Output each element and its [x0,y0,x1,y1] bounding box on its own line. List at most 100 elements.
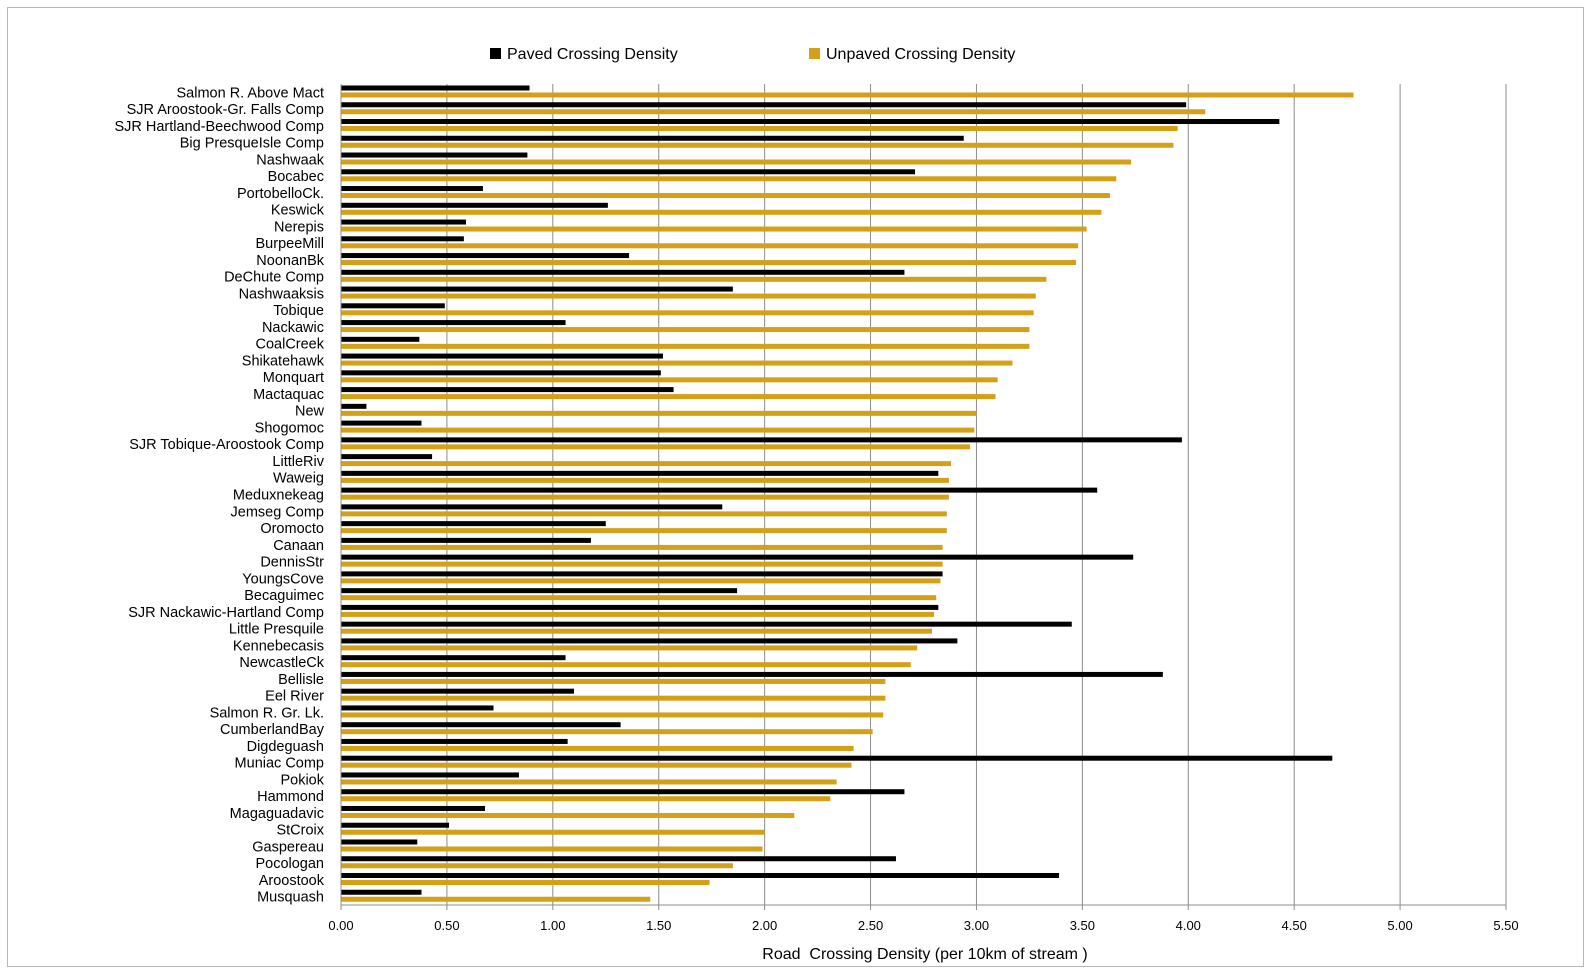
bar-unpaved [341,812,795,818]
bar-unpaved [341,427,975,433]
category-label: NewcastleCk [239,655,324,671]
bar-unpaved [341,109,1206,115]
category-label: SJR Tobique-Aroostook Comp [129,437,324,453]
category-label: Keswick [271,203,325,219]
category-label: SJR Aroostook-Gr. Falls Comp [127,102,324,118]
bar-unpaved [341,343,1030,349]
bar-paved [341,269,905,275]
bar-paved [341,789,905,795]
bar-unpaved [341,494,949,500]
x-axis-title: Road Crossing Density (per 10km of strea… [762,946,1087,963]
bar-unpaved [341,595,937,601]
bar-unpaved [341,896,651,902]
bar-unpaved [341,745,854,751]
bar-unpaved [341,578,941,584]
bar-paved [341,772,519,778]
x-tick-label: 2.50 [858,918,883,933]
category-label: YoungsCove [242,571,324,587]
category-label: Nashwaak [256,152,324,168]
bar-paved [341,152,528,158]
bar-unpaved [341,544,943,550]
bar-unpaved [341,243,1079,249]
legend-label-paved: Paved Crossing Density [507,46,678,63]
bar-paved [341,638,958,644]
bar-paved [341,403,367,409]
bar-paved [341,521,606,527]
category-label: Shikatehawk [242,353,325,369]
bar-paved [341,755,1333,761]
category-label: Meduxnekeag [233,488,324,504]
bar-paved [341,705,494,711]
bar-paved [341,336,420,342]
category-label: Salmon R. Gr. Lk. [210,705,324,721]
bar-unpaved [341,209,1102,215]
category-label: Oromocto [260,521,324,537]
bar-unpaved [341,310,1034,316]
bar-paved [341,655,566,661]
bar-unpaved [341,678,886,684]
category-label: Pokiok [280,772,324,788]
x-tick-label: 4.50 [1282,918,1307,933]
bar-paved [341,856,896,862]
bar-group [341,85,1354,902]
category-label: Eel River [265,689,324,705]
bar-unpaved [341,528,947,534]
bar-unpaved [341,829,765,835]
bar-unpaved [341,142,1174,148]
bar-paved [341,102,1187,108]
bar-unpaved [341,226,1087,232]
x-tick-label: 5.50 [1493,918,1518,933]
category-label: Hammond [257,789,324,805]
bar-unpaved [341,779,837,785]
bar-unpaved [341,92,1354,98]
bar-paved [341,805,486,811]
category-label: Magaguadavic [230,806,324,822]
category-label: Digdeguash [247,739,324,755]
bar-paved [341,253,630,259]
bar-unpaved [341,126,1178,132]
category-label: Shogomoc [255,420,324,436]
category-label: PortobelloCk. [237,186,324,202]
category-label: DeChute Comp [224,270,324,286]
category-label: SJR Hartland-Beechwood Comp [114,119,324,135]
bar-paved [341,537,591,543]
bar-unpaved [341,645,918,651]
bar-unpaved [341,561,943,567]
legend: Paved Crossing Density Unpaved Crossing … [490,46,1015,63]
category-label: CumberlandBay [220,722,325,738]
bar-paved [341,286,733,292]
category-label: Mactaquac [253,387,324,403]
bar-paved [341,470,939,476]
x-tick-label: 1.50 [646,918,671,933]
bar-unpaved [341,879,710,885]
category-label: Big PresqueIsle Comp [180,136,324,152]
bar-paved [341,671,1163,677]
bar-unpaved [341,461,952,467]
bar-unpaved [341,410,977,416]
bar-paved [341,554,1134,560]
category-label: LittleRiv [272,454,324,470]
bar-unpaved [341,628,932,634]
bar-unpaved [341,863,733,869]
bar-unpaved [341,293,1036,299]
legend-label-unpaved: Unpaved Crossing Density [826,46,1015,63]
x-tick-label: 0.00 [328,918,353,933]
bar-paved [341,487,1098,493]
bar-unpaved [341,695,886,701]
bar-paved [341,387,674,393]
bar-unpaved [341,729,873,735]
x-tick-label: 3.50 [1070,918,1095,933]
category-label: Waweig [273,471,324,487]
category-label: Becaguimec [244,588,324,604]
bar-unpaved [341,377,998,383]
bar-unpaved [341,394,996,400]
category-label: Little Presquile [229,622,324,638]
category-label: DennisStr [260,555,324,571]
x-tick-label: 4.00 [1176,918,1201,933]
category-label: BurpeeMill [256,236,325,252]
bar-paved [341,219,466,225]
bar-unpaved [341,193,1110,199]
category-label: Bellisle [278,672,324,688]
